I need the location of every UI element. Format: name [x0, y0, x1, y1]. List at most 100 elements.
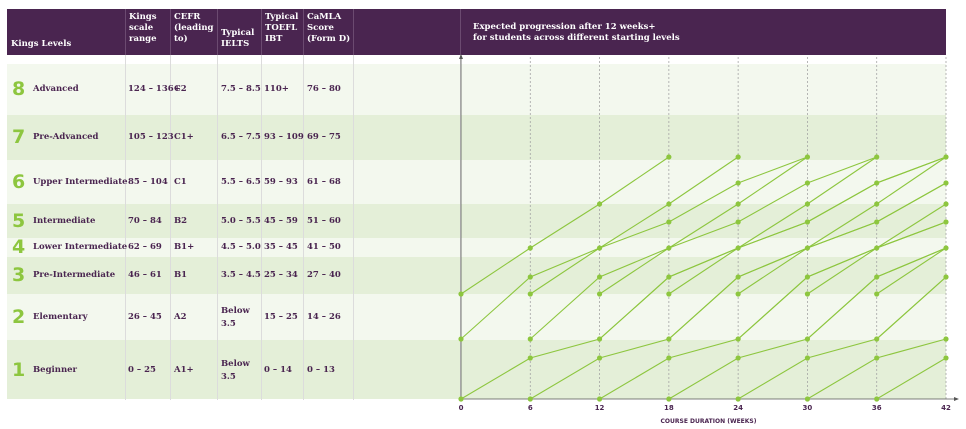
series-line	[737, 221, 947, 340]
level-name: Elementary	[33, 312, 88, 322]
data-point	[943, 336, 949, 342]
kings-scale-range: 46 – 61	[128, 270, 162, 280]
series-line	[599, 221, 947, 400]
toefl-score: 15 – 25	[264, 312, 298, 322]
ielts-score: 7.5 – 8.5	[221, 84, 261, 94]
data-point	[804, 219, 811, 225]
data-point	[735, 274, 741, 280]
data-point	[527, 355, 533, 361]
data-point	[596, 245, 603, 251]
cefr-level: C1	[174, 177, 187, 187]
data-point	[804, 245, 811, 251]
data-point	[735, 180, 741, 186]
camla-score: 41 – 50	[307, 242, 341, 252]
x-tick-label: 0	[459, 404, 464, 412]
data-point	[735, 154, 741, 160]
data-point	[943, 180, 949, 186]
data-point	[804, 336, 811, 342]
data-point	[666, 201, 672, 207]
level-number: 2	[12, 306, 26, 328]
data-point	[666, 219, 672, 225]
data-point	[666, 291, 672, 297]
series-line	[529, 156, 877, 340]
data-point	[527, 245, 533, 251]
kings-scale-range: 105 – 123	[128, 132, 174, 142]
toefl-score: 25 – 34	[264, 270, 298, 280]
cefr-level: B1+	[174, 242, 195, 252]
toefl-score: 110+	[264, 84, 289, 94]
level-name: Pre-Intermediate	[33, 270, 116, 280]
toefl-score: 35 – 45	[264, 242, 298, 252]
camla-score: 76 – 80	[307, 84, 341, 94]
level-number: 8	[12, 78, 26, 100]
header-toefl: Typical TOEFL IBT	[265, 12, 299, 44]
cefr-level: B1	[174, 270, 188, 280]
data-point	[943, 355, 949, 361]
data-point	[527, 396, 533, 402]
level-name: Beginner	[33, 365, 78, 375]
kings-scale-range: 85 – 104	[128, 177, 168, 187]
level-name: Upper Intermediate	[33, 177, 128, 187]
x-tick-label: 24	[733, 404, 743, 412]
data-point	[874, 180, 880, 186]
cefr-level: C2	[174, 84, 187, 94]
x-axis-arrow	[954, 397, 959, 401]
data-point	[596, 291, 603, 297]
toefl-score: 59 – 93	[264, 177, 298, 187]
x-tick-label: 18	[664, 404, 674, 412]
cefr-level: C1+	[174, 132, 194, 142]
x-tick-label: 42	[941, 404, 951, 412]
series-line	[876, 276, 947, 340]
camla-score: 0 – 13	[307, 365, 335, 375]
data-point	[874, 274, 880, 280]
ielts-score-line2: 3.5	[221, 372, 236, 382]
data-point	[943, 219, 949, 225]
data-point	[874, 219, 880, 225]
level-number: 1	[12, 359, 26, 381]
data-point	[527, 336, 533, 342]
row-bg-8	[7, 64, 946, 115]
data-point	[735, 336, 741, 342]
data-point	[596, 274, 603, 280]
x-tick-label: 6	[528, 404, 533, 412]
data-point	[735, 201, 741, 207]
ielts-score: Below	[221, 359, 250, 369]
level-number: 4	[12, 236, 26, 258]
data-point	[874, 291, 880, 297]
ielts-score-line2: 3.5	[221, 319, 236, 329]
data-point	[874, 396, 880, 402]
toefl-score: 0 – 14	[264, 365, 292, 375]
level-name: Intermediate	[33, 216, 96, 226]
data-point	[596, 201, 603, 207]
x-tick-label: 30	[803, 404, 813, 412]
header-ielts: Typical IELTS	[221, 28, 255, 49]
level-number: 5	[12, 210, 26, 232]
data-point	[874, 336, 880, 342]
table-header: Kings Levels Kings scale range CEFR (leadin…	[7, 9, 946, 55]
data-point	[596, 396, 603, 402]
series-line	[599, 156, 808, 295]
data-point	[596, 336, 603, 342]
data-point	[943, 274, 949, 280]
series-line	[876, 247, 947, 295]
kings-scale-range: 0 – 25	[128, 365, 156, 375]
series-line	[737, 276, 947, 400]
data-point	[458, 291, 464, 297]
row-bg-4	[7, 238, 946, 257]
series-line	[529, 156, 739, 295]
data-point	[943, 201, 949, 207]
level-name: Pre-Advanced	[33, 132, 99, 142]
data-point	[804, 396, 811, 402]
camla-score: 51 – 60	[307, 216, 341, 226]
data-point	[666, 245, 672, 251]
series-line	[460, 156, 947, 400]
kings-scale-range: 70 – 84	[128, 216, 162, 226]
camla-score: 61 – 68	[307, 177, 341, 187]
level-name: Advanced	[33, 84, 79, 94]
ielts-score: 6.5 – 7.5	[221, 132, 261, 142]
data-point	[735, 355, 741, 361]
data-point	[804, 180, 811, 186]
level-number: 7	[12, 126, 26, 148]
row-bg-7	[7, 115, 946, 160]
data-point	[943, 154, 949, 160]
